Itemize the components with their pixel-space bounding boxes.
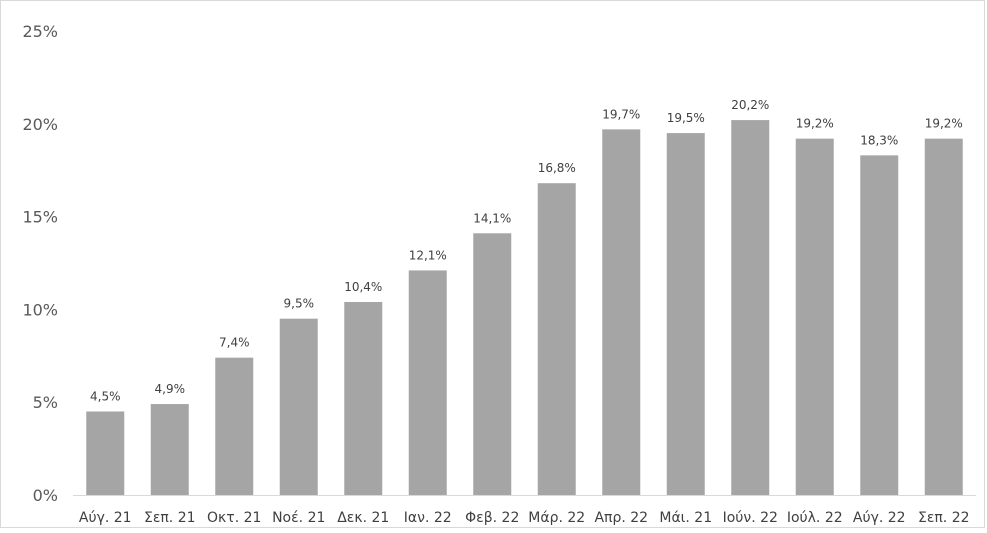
x-tick-label: Μάρ. 22 — [528, 510, 585, 526]
bar — [731, 120, 770, 495]
bar — [408, 270, 447, 495]
y-tick-label: 25% — [22, 22, 58, 41]
data-label: 12,1% — [409, 248, 447, 262]
data-label: 19,2% — [796, 117, 834, 131]
x-tick-label: Φεβ. 22 — [465, 510, 519, 526]
bar — [86, 411, 125, 495]
bar — [666, 133, 705, 495]
bar — [924, 138, 963, 495]
bar — [279, 318, 318, 495]
data-label: 7,4% — [219, 336, 250, 350]
data-label: 20,2% — [731, 98, 769, 112]
bar — [602, 129, 641, 496]
data-label: 19,5% — [667, 111, 705, 125]
y-tick-label: 20% — [22, 115, 58, 134]
y-tick-label: 5% — [33, 393, 58, 412]
bar — [215, 357, 254, 495]
data-label: 19,7% — [602, 107, 640, 121]
data-label: 14,1% — [473, 211, 511, 225]
data-label: 4,5% — [90, 389, 121, 403]
x-tick-label: Ιαν. 22 — [404, 510, 452, 526]
bar — [344, 301, 383, 495]
data-label: 16,8% — [538, 161, 576, 175]
bar — [860, 155, 899, 496]
data-label: 9,5% — [284, 297, 315, 311]
x-tick-label: Αύγ. 22 — [853, 510, 906, 526]
data-label: 10,4% — [344, 280, 382, 294]
bar — [795, 138, 834, 495]
x-tick-label: Σεπ. 22 — [918, 510, 970, 526]
x-tick-label: Νοέ. 21 — [272, 510, 325, 526]
x-tick-label: Ιούλ. 22 — [787, 510, 843, 526]
y-tick-label: 10% — [22, 300, 58, 319]
x-tick-label: Απρ. 22 — [594, 510, 648, 526]
x-tick-label: Μάι. 21 — [659, 510, 712, 526]
bar — [537, 183, 576, 495]
bar — [150, 404, 189, 495]
bar — [473, 233, 512, 495]
x-tick-label: Ιούν. 22 — [723, 510, 778, 526]
data-label: 19,2% — [925, 117, 963, 131]
x-tick-label: Σεπ. 21 — [144, 510, 196, 526]
y-tick-label: 0% — [33, 486, 58, 505]
y-tick-label: 15% — [22, 208, 58, 227]
x-tick-label: Οκτ. 21 — [207, 510, 261, 526]
x-tick-label: Αύγ. 21 — [79, 510, 132, 526]
data-label: 18,3% — [860, 133, 898, 147]
data-label: 4,9% — [155, 382, 186, 396]
x-tick-label: Δεκ. 21 — [337, 510, 389, 526]
